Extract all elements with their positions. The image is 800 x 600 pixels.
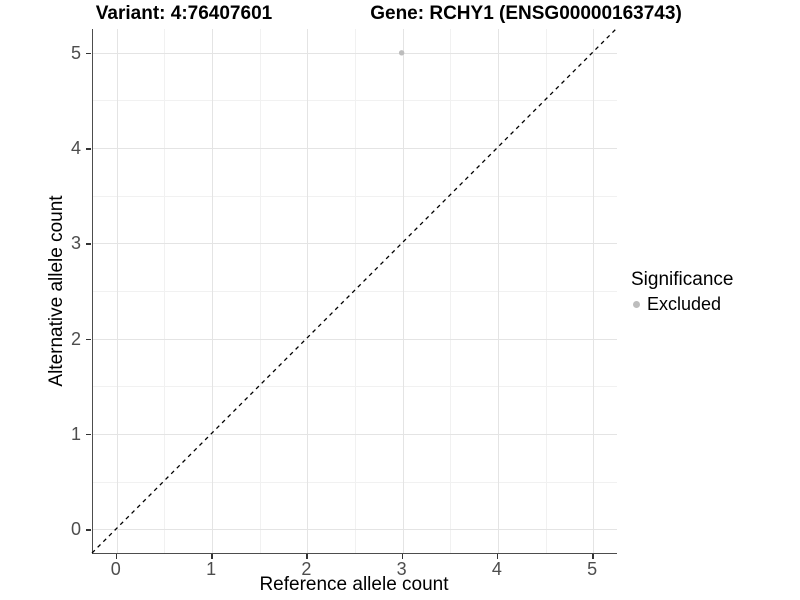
gridline-minor-h <box>93 195 617 197</box>
plot-title-gene: Gene: RCHY1 (ENSG00000163743) <box>370 3 682 24</box>
gridline-major-v <box>497 29 499 553</box>
gridline-major-h <box>93 529 617 531</box>
x-tick-mark <box>306 554 308 559</box>
x-tick-mark <box>496 554 499 559</box>
gridline-major-v <box>402 29 404 553</box>
gridline-minor-h <box>93 291 617 292</box>
gridline-major-v <box>593 29 595 553</box>
x-tick-label: 3 <box>396 559 407 579</box>
gridline-major-v <box>116 29 118 553</box>
y-tick-mark <box>86 148 91 150</box>
y-tick-mark <box>86 433 91 436</box>
gridline-major-h <box>93 433 617 435</box>
legend-key <box>631 296 647 312</box>
y-tick-label: 2 <box>70 328 81 349</box>
x-tick-label: 1 <box>206 559 217 579</box>
y-axis-title: Alternative allele count <box>46 195 67 387</box>
legend-title: Significance <box>631 269 734 290</box>
x-tick-label: 4 <box>491 559 502 579</box>
gridline-minor-h <box>93 100 617 102</box>
y-tick-label: 1 <box>70 423 81 444</box>
gridline-major-h <box>93 148 617 150</box>
plot-title-variant: Variant: 4:76407601 <box>95 3 273 24</box>
gridline-major-v <box>307 29 309 553</box>
x-tick-label: 2 <box>301 559 312 579</box>
y-tick-label: 0 <box>70 519 81 540</box>
gridline-minor-h <box>93 481 617 483</box>
gridline-major-h <box>93 52 617 54</box>
legend-point-icon <box>633 301 640 308</box>
x-tick-mark <box>211 554 213 559</box>
plot-panel <box>92 29 617 554</box>
y-tick-mark <box>86 243 91 245</box>
y-tick-mark <box>86 52 91 55</box>
gridline-major-v <box>212 29 214 553</box>
gridline-major-h <box>93 338 617 340</box>
y-tick-mark <box>86 338 91 341</box>
legend-entry-excluded: Excluded <box>631 294 733 314</box>
y-tick-label: 3 <box>70 233 81 254</box>
x-tick-label: 5 <box>587 559 598 579</box>
y-tick-mark <box>86 529 91 531</box>
y-tick-label: 5 <box>70 42 81 63</box>
y-tick-label: 4 <box>70 138 81 159</box>
legend-entry-label: Excluded <box>647 294 722 314</box>
gridline-minor-h <box>93 386 617 388</box>
x-axis-title: Reference allele count <box>259 574 449 595</box>
x-tick-mark <box>401 554 404 559</box>
x-tick-mark <box>592 554 594 559</box>
gridline-major-h <box>93 243 617 245</box>
legend: Significance Excluded <box>631 268 733 314</box>
x-tick-mark <box>115 554 118 559</box>
x-tick-label: 0 <box>110 559 121 579</box>
